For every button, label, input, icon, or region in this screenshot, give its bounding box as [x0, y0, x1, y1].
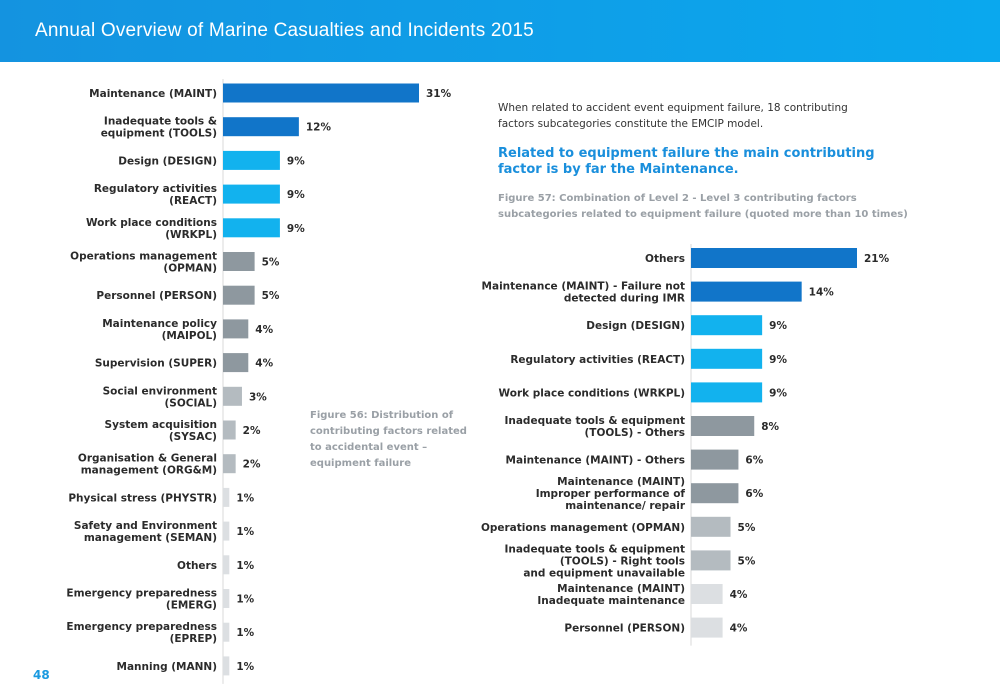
- value-label: 9%: [287, 155, 305, 167]
- value-label: 2%: [243, 425, 261, 437]
- value-label: 4%: [255, 324, 273, 336]
- category-label: Work place conditions (WRKPL): [499, 387, 685, 399]
- bar: [691, 550, 731, 571]
- bar: [223, 218, 280, 238]
- value-label: 31%: [426, 88, 452, 100]
- category-label: Maintenance (MAINT) - Failure not detecte…: [482, 281, 685, 305]
- bar: [223, 555, 230, 575]
- value-label: 1%: [236, 594, 254, 606]
- page-title: Annual Overview of Marine Casualties and…: [35, 20, 534, 41]
- value-label: 5%: [738, 555, 756, 567]
- value-label: 1%: [236, 492, 254, 504]
- bar: [691, 584, 723, 604]
- bar: [223, 521, 230, 541]
- bar: [223, 487, 230, 507]
- bar: [223, 83, 419, 103]
- value-label: 6%: [745, 488, 763, 500]
- category-label: Design (DESIGN): [586, 320, 685, 332]
- value-label: 5%: [262, 257, 280, 269]
- category-label: Regulatory activities (REACT): [94, 183, 217, 207]
- value-label: 2%: [243, 459, 261, 471]
- value-label: 4%: [730, 623, 748, 635]
- value-label: 9%: [287, 223, 305, 235]
- value-label: 5%: [262, 290, 280, 302]
- category-label: Maintenance policy (MAIPOL): [102, 318, 217, 342]
- category-label: Maintenance (MAINT) Inadequate maintenanc…: [537, 583, 685, 607]
- category-label: Organisation & General management (ORG&M): [78, 453, 217, 477]
- value-label: 14%: [809, 287, 835, 299]
- category-label: Others: [645, 253, 685, 265]
- value-label: 9%: [287, 189, 305, 201]
- bar: [691, 248, 857, 268]
- bar: [691, 449, 739, 470]
- bar: [223, 117, 299, 137]
- bar: [223, 589, 230, 608]
- bar: [223, 656, 230, 676]
- value-label: 1%: [236, 560, 254, 572]
- bar: [691, 315, 763, 336]
- value-label: 6%: [745, 455, 763, 467]
- category-label: Inadequate tools & equipment (TOOLS): [101, 116, 217, 140]
- bar: [223, 285, 255, 305]
- category-label: Operations management (OPMAN): [70, 251, 217, 275]
- bar: [223, 184, 280, 204]
- category-label: Physical stress (PHYSTR): [68, 492, 217, 504]
- page-number: 48: [33, 668, 50, 682]
- bar: [691, 416, 755, 436]
- value-label: 9%: [769, 354, 787, 366]
- bar: [223, 353, 249, 373]
- value-label: 5%: [738, 522, 756, 534]
- value-label: 8%: [761, 421, 779, 433]
- category-label: Work place conditions (WRKPL): [86, 217, 217, 241]
- category-label: Supervision (SUPER): [95, 358, 217, 370]
- intro-text: When related to accident event equipment…: [498, 102, 848, 130]
- value-label: 9%: [769, 387, 787, 399]
- bar: [691, 281, 802, 302]
- figure-57-caption: Figure 57: Combination of Level 2 - Leve…: [498, 193, 908, 220]
- category-label: Inadequate tools & equipment (TOOLS) - Ri…: [504, 543, 685, 579]
- category-label: Maintenance (MAINT): [89, 88, 217, 100]
- value-label: 9%: [769, 320, 787, 332]
- category-label: System acquisition (SYSAC): [105, 419, 217, 443]
- bar: [223, 622, 230, 642]
- bar: [691, 382, 763, 403]
- bar: [223, 319, 249, 339]
- bar: [223, 386, 242, 406]
- bar: [691, 483, 739, 504]
- value-label: 4%: [730, 589, 748, 601]
- category-label: Safety and Environment management (SEMAN): [74, 520, 217, 544]
- category-label: Personnel (PERSON): [96, 290, 217, 302]
- category-label: Emergency preparedness (EMERG): [66, 588, 217, 612]
- value-label: 1%: [236, 661, 254, 673]
- value-label: 3%: [249, 391, 267, 403]
- category-label: Others: [177, 560, 217, 572]
- category-label: Maintenance (MAINT) - Others: [506, 455, 685, 467]
- bar: [223, 420, 236, 440]
- bar: [223, 150, 280, 170]
- value-label: 1%: [236, 627, 254, 639]
- category-label: Regulatory activities (REACT): [510, 354, 685, 366]
- bar: [223, 252, 255, 271]
- value-label: 1%: [236, 526, 254, 538]
- figure-56-caption: Figure 56: Distribution of contributing …: [310, 410, 467, 469]
- highlight-text: Related to equipment failure the main co…: [498, 146, 875, 177]
- value-label: 12%: [306, 122, 332, 134]
- category-label: Manning (MANN): [117, 661, 217, 673]
- value-label: 4%: [255, 358, 273, 370]
- header-bar: Annual Overview of Marine Casualties and…: [0, 0, 1000, 62]
- bar: [691, 516, 731, 537]
- bar: [223, 454, 236, 474]
- chart-contributing-factors: 31% Maintenance (MAINT) 12% Inadequate tool…: [66, 79, 452, 684]
- category-label: Social environment (SOCIAL): [103, 385, 217, 409]
- value-label: 21%: [864, 253, 890, 265]
- bar: [691, 348, 763, 369]
- category-label: Personnel (PERSON): [564, 623, 685, 635]
- chart-equipment-failure-combinations: 21% Others 14% Maintenance (MAINT) - Failur…: [481, 244, 890, 646]
- category-label: Design (DESIGN): [118, 155, 217, 167]
- category-label: Maintenance (MAINT) Improper performance …: [536, 476, 686, 512]
- category-label: Inadequate tools & equipment (TOOLS) - Ot…: [504, 415, 685, 439]
- category-label: Operations management (OPMAN): [481, 522, 685, 534]
- category-label: Emergency preparedness (EPREP): [66, 621, 217, 645]
- bar: [691, 617, 723, 638]
